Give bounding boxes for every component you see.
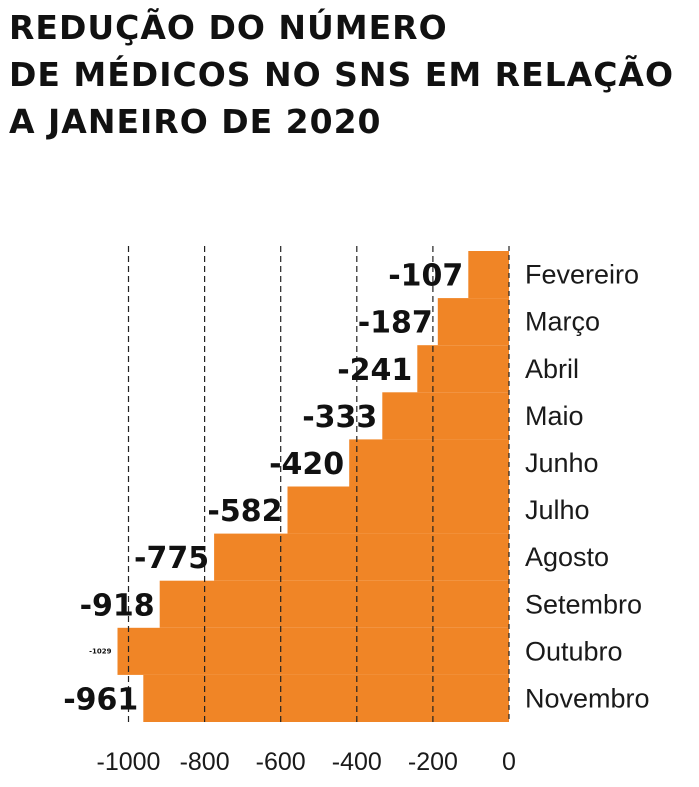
title-line-2: DE MÉDICOS NO SNS EM RELAÇÃO [9, 55, 675, 94]
bar-novembro [143, 674, 510, 722]
chart-title: REDUÇÃO DO NÚMERO DE MÉDICOS NO SNS EM R… [9, 4, 674, 145]
month-label-novembro: Novembro [525, 684, 650, 714]
bars-group [117, 251, 510, 722]
x-tick-label-minus-1000: -1000 [97, 748, 161, 776]
value-label-março: -187 [358, 306, 433, 341]
bar-setembro [159, 580, 509, 628]
month-label-julho: Julho [525, 495, 590, 525]
x-axis-ticks-group: -1000 -800 -600 -400 -200 0 [97, 748, 516, 776]
value-label-outubro: -1029 [89, 647, 112, 655]
bar-agosto [214, 533, 509, 581]
value-label-julho: -582 [207, 494, 282, 529]
value-label-fevereiro: -107 [388, 259, 463, 294]
bar-outubro [117, 627, 509, 675]
value-label-novembro: -961 [63, 683, 138, 718]
bar-julho [287, 486, 509, 534]
bar-junho [349, 439, 509, 487]
month-label-maio: Maio [525, 401, 584, 431]
title-line-3: A JANEIRO DE 2020 [9, 102, 382, 141]
x-tick-label-minus-400: -400 [332, 748, 382, 776]
month-label-outubro: Outubro [525, 636, 623, 666]
month-label-agosto: Agosto [525, 542, 609, 572]
bar-março [437, 298, 509, 346]
x-tick-label-minus-800: -800 [180, 748, 230, 776]
month-label-março: Março [525, 307, 600, 337]
month-labels-group: Fevereiro Março Abril Maio Junho Julho Agosto S… [525, 260, 650, 714]
month-label-abril: Abril [525, 354, 579, 384]
value-labels-group: -107 -187 -241 -333 -420 -582 -775 -918 -1029 -96… [63, 259, 463, 718]
x-tick-label-minus-600: -600 [256, 748, 306, 776]
gridlines-group [127, 246, 510, 722]
x-tick-label-minus-200: -200 [408, 748, 458, 776]
value-label-maio: -333 [302, 400, 377, 435]
value-label-abril: -241 [337, 353, 412, 388]
bar-fevereiro [468, 251, 509, 299]
value-label-junho: -420 [269, 447, 344, 482]
value-label-setembro: -918 [80, 588, 155, 623]
value-label-agosto: -775 [134, 541, 209, 576]
bar-abril [417, 345, 509, 393]
month-label-fevereiro: Fevereiro [525, 260, 639, 290]
x-tick-label-0: 0 [502, 748, 516, 776]
bar-maio [382, 392, 509, 440]
month-label-setembro: Setembro [525, 589, 642, 619]
month-label-junho: Junho [525, 448, 599, 478]
title-line-1: REDUÇÃO DO NÚMERO [9, 8, 448, 47]
